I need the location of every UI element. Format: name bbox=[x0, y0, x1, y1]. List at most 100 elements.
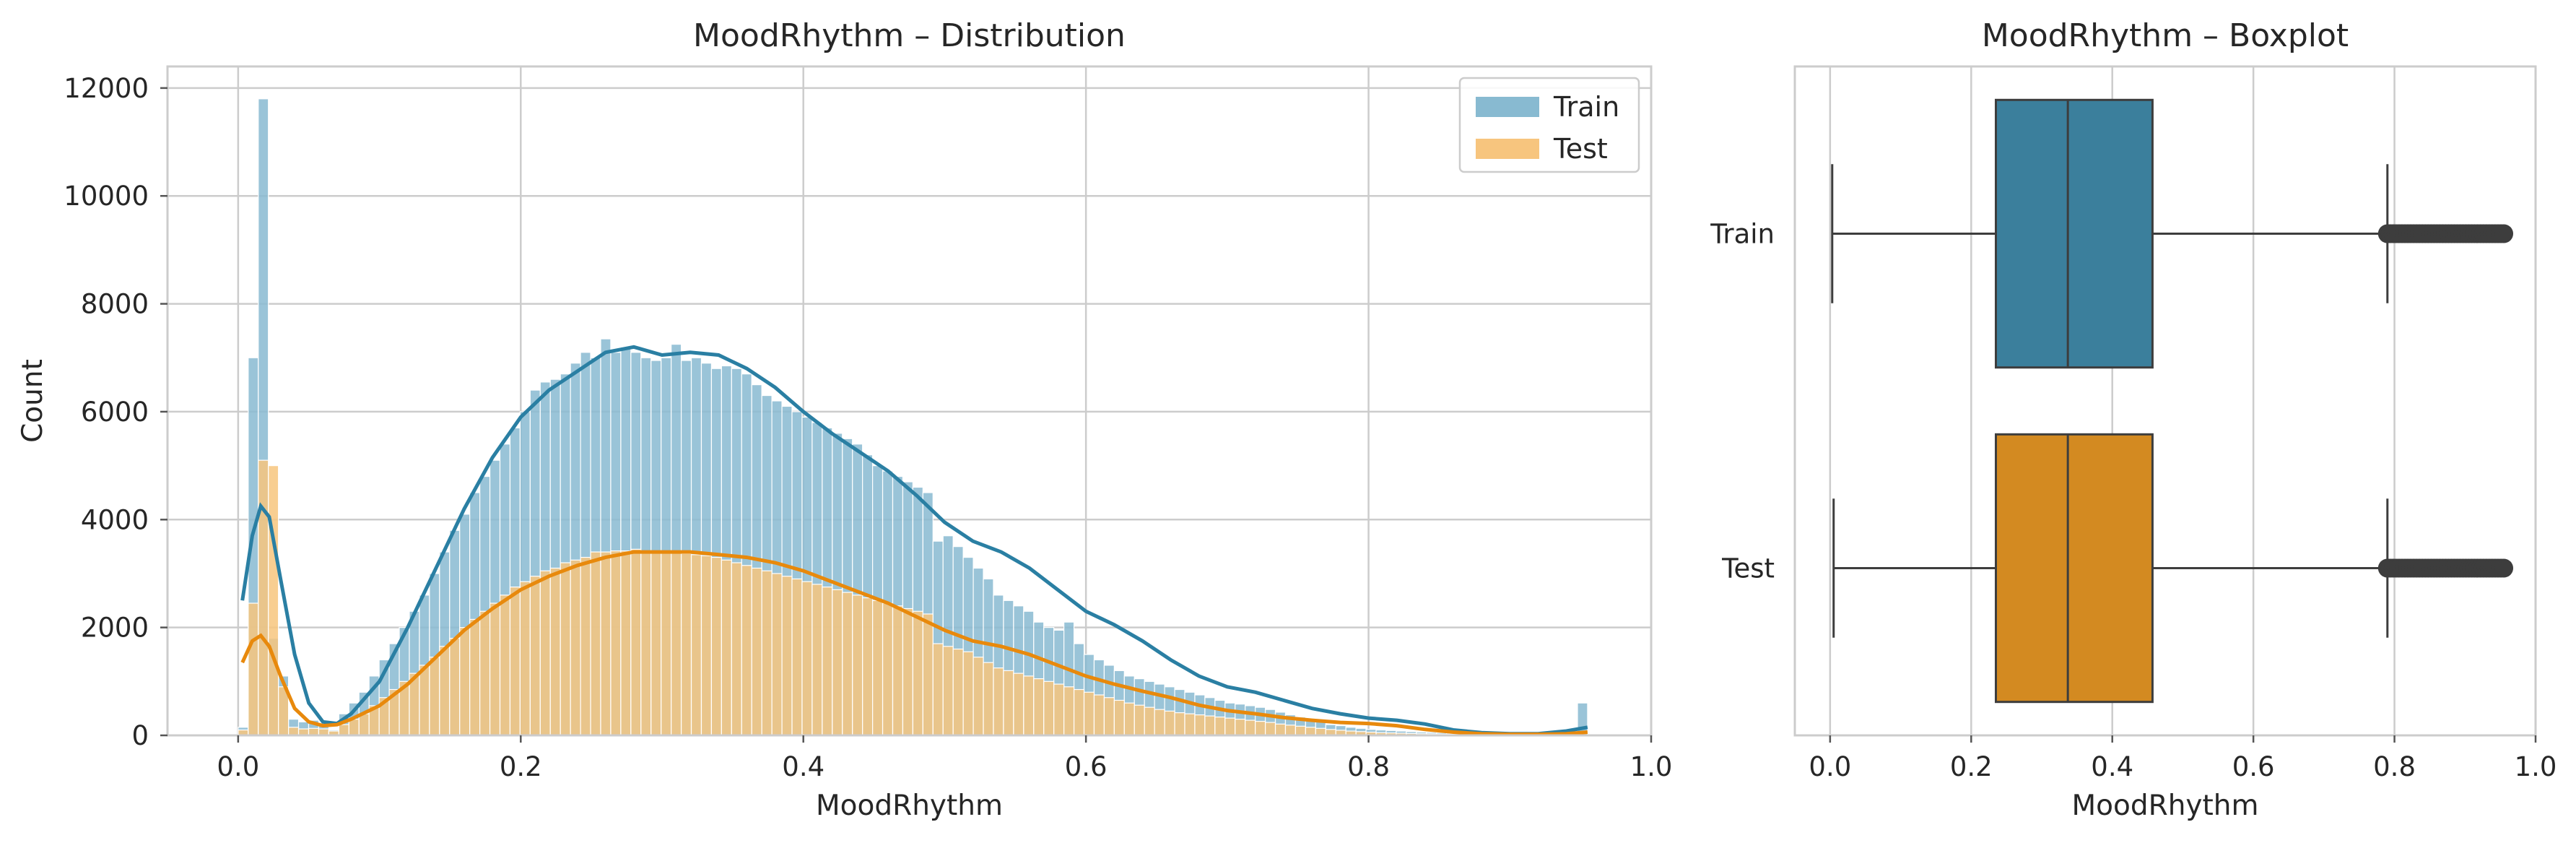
histogram-bar-test bbox=[348, 718, 360, 736]
boxplot-panel: 0.0 0.2 0.4 0.6 0.8 1.0 Train Test MoodRhythm… bbox=[1710, 17, 2557, 822]
boxplot-x-tick-label: 0.6 bbox=[2232, 751, 2275, 782]
histogram-bar-test bbox=[922, 613, 934, 736]
boxplot-x-ticks: 0.0 0.2 0.4 0.6 0.8 1.0 bbox=[1809, 735, 2557, 782]
histogram-bar-test bbox=[952, 648, 964, 736]
histogram-bar-test bbox=[912, 610, 923, 736]
histogram-bar-test bbox=[1204, 715, 1216, 736]
histogram-bar-test bbox=[1255, 720, 1266, 736]
histogram-bar-test bbox=[741, 565, 752, 736]
histogram-bar-test bbox=[469, 618, 481, 736]
histogram-bar-test bbox=[509, 587, 521, 736]
histogram-y-tick-label: 8000 bbox=[81, 289, 149, 320]
histogram-x-label: MoodRhythm bbox=[816, 790, 1003, 822]
histogram-bar-test bbox=[680, 553, 692, 736]
histogram-bar-test bbox=[1013, 673, 1024, 736]
histogram-bar-test bbox=[811, 584, 823, 736]
histogram-bar-test bbox=[590, 551, 601, 736]
histogram-bar-test bbox=[842, 592, 853, 736]
histogram-bar-test bbox=[1245, 719, 1256, 736]
histogram-bar-test bbox=[1164, 710, 1175, 736]
boxplot-x-tick-label: 1.0 bbox=[2515, 751, 2557, 782]
boxplot-x-tick-label: 0.4 bbox=[2091, 751, 2133, 782]
histogram-bar-test bbox=[1144, 706, 1155, 736]
histogram-bar-test bbox=[459, 627, 471, 736]
boxplot-grid bbox=[1829, 66, 2537, 735]
histogram-bar-test bbox=[650, 551, 662, 736]
histogram-bar-test bbox=[1264, 722, 1276, 736]
histogram-y-tick-label: 12000 bbox=[64, 73, 149, 104]
histogram-bar-test bbox=[1103, 697, 1115, 736]
histogram-bar-test bbox=[771, 573, 783, 736]
histogram-bar-test bbox=[640, 550, 652, 736]
histogram-bar-test bbox=[781, 576, 793, 736]
histogram-bar-test bbox=[1133, 704, 1145, 736]
histogram-bar-test bbox=[1224, 717, 1236, 736]
boxplot-category-train: Train bbox=[1710, 219, 1775, 250]
histogram-bar-test bbox=[671, 552, 682, 736]
histogram-x-tick-label: 1.0 bbox=[1630, 751, 1673, 782]
histogram-bar-test bbox=[429, 657, 440, 736]
histogram-bar-test bbox=[902, 608, 913, 736]
histogram-bar-test bbox=[248, 602, 259, 736]
histogram-bar-test bbox=[338, 724, 349, 736]
histogram-bar-test bbox=[1235, 718, 1246, 736]
histogram-bar-test bbox=[832, 589, 843, 736]
histogram-bar-test bbox=[560, 562, 571, 736]
histogram-x-tick-label: 0.4 bbox=[782, 751, 824, 782]
histogram-y-tick-label: 0 bbox=[131, 720, 149, 751]
histogram-bar-test bbox=[287, 727, 300, 736]
histogram-bar-test bbox=[600, 551, 612, 736]
histogram-bar-test bbox=[1154, 709, 1165, 736]
histogram-bar-test bbox=[1093, 694, 1105, 736]
histogram-bar-test bbox=[661, 551, 672, 736]
boxplot-x-tick-label: 0.8 bbox=[2373, 751, 2416, 782]
histogram-bar-test bbox=[1003, 670, 1014, 736]
histogram-bar-test bbox=[801, 581, 813, 736]
boxplot-category-test: Test bbox=[1721, 553, 1775, 584]
histogram-bar-test bbox=[529, 576, 541, 736]
histogram-bar-test bbox=[449, 637, 461, 736]
histogram-frame bbox=[166, 65, 1653, 737]
histogram-x-ticks: 0.0 0.2 0.4 0.6 0.8 1.0 bbox=[217, 735, 1672, 782]
histogram-bar-test bbox=[580, 556, 591, 736]
histogram-bar-test bbox=[761, 570, 773, 736]
histogram-bar-test bbox=[1294, 725, 1306, 736]
histogram-bar-test bbox=[1305, 727, 1316, 736]
histogram-bar-test bbox=[852, 595, 863, 736]
histogram-bar-test bbox=[791, 578, 803, 736]
histogram-bar-test bbox=[700, 555, 713, 736]
histogram-bar-test bbox=[1284, 725, 1297, 736]
histogram-bar-test bbox=[983, 662, 994, 736]
histogram-bar-test bbox=[862, 597, 874, 736]
boxplot-x-label: MoodRhythm bbox=[2071, 790, 2258, 822]
histogram-bar-test bbox=[1053, 683, 1065, 736]
histogram-bar-test bbox=[1214, 717, 1226, 736]
histogram-bar-test bbox=[258, 459, 269, 736]
legend-swatch-test bbox=[1476, 139, 1539, 159]
histogram-bar-test bbox=[751, 567, 762, 736]
histogram-bar-test bbox=[1113, 699, 1125, 736]
histogram-bar-test bbox=[710, 556, 722, 736]
histogram-bar-test bbox=[1174, 712, 1185, 736]
histogram-bars-test bbox=[238, 459, 1588, 736]
histogram-bar-test bbox=[1063, 686, 1075, 736]
histogram-bar-test bbox=[721, 559, 732, 736]
boxplot-x-tick-label: 0.0 bbox=[1809, 751, 1851, 782]
histogram-bar-test bbox=[1194, 714, 1206, 736]
boxplot-box-train bbox=[1994, 98, 2154, 369]
histogram-bar-test bbox=[822, 587, 833, 736]
histogram-bar-test bbox=[932, 643, 944, 736]
histogram-bar-test bbox=[993, 667, 1004, 736]
histogram-bar-test bbox=[942, 646, 954, 736]
boxplot-title: MoodRhythm – Boxplot bbox=[1982, 17, 2349, 54]
histogram-bar-test bbox=[620, 550, 632, 736]
histogram-bar-test bbox=[549, 567, 561, 736]
histogram-bar-test bbox=[539, 570, 551, 736]
histogram-bar-test bbox=[630, 548, 642, 736]
histogram-bar-test bbox=[610, 550, 622, 736]
histogram-y-tick-label: 4000 bbox=[81, 504, 149, 535]
histogram-bar-test bbox=[1033, 678, 1045, 736]
boxplot-shapes bbox=[1831, 98, 2514, 704]
histogram-bar-test bbox=[268, 465, 279, 736]
